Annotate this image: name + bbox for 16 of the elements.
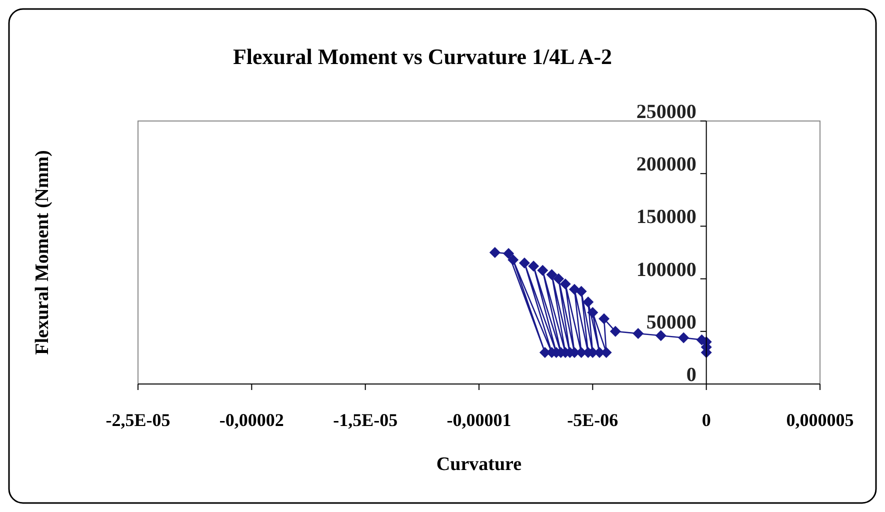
y-tick-label: 50000 [646, 311, 696, 334]
y-axis-title: Flexural Moment (Nmm) [32, 150, 53, 355]
y-tick-label: 250000 [636, 101, 696, 123]
x-axis-title: Curvature [436, 454, 522, 475]
x-tick-label: -0,00001 [446, 410, 512, 430]
x-tick-label: -5E-06 [567, 410, 618, 430]
x-tick-label: -2,5E-05 [106, 410, 170, 430]
x-tick-label: 0 [702, 410, 711, 430]
y-tick-label: 100000 [636, 258, 696, 281]
chart-title: Flexural Moment vs Curvature 1/4L A-2 [232, 44, 612, 69]
x-tick-label: -1,5E-05 [333, 410, 398, 430]
y-tick-label: 0 [686, 364, 696, 386]
y-tick-label: 200000 [636, 154, 696, 176]
y-tick-label: 150000 [636, 206, 696, 228]
x-tick-label: -0,00002 [219, 410, 284, 430]
x-tick-label: 0,000005 [786, 410, 854, 430]
